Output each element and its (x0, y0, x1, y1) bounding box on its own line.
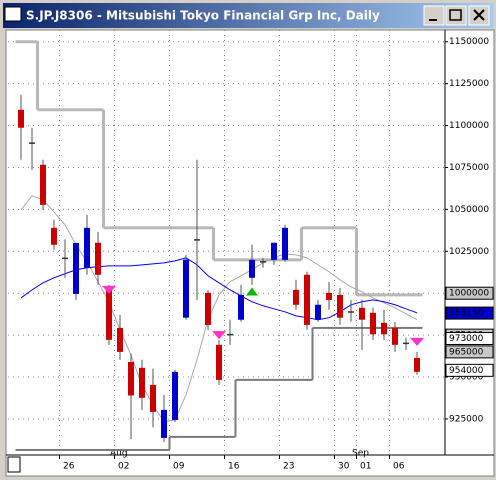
chart-panel (5, 29, 495, 477)
candle-body (216, 344, 222, 380)
minimize-button[interactable] (423, 5, 445, 26)
candle-body (326, 292, 332, 300)
candle-body (40, 164, 46, 205)
y-tick-label: 1125000 (449, 79, 489, 89)
y-tick-label: 950000 (449, 373, 484, 383)
candle-body (282, 227, 288, 260)
x-tick-label: 30 (338, 462, 350, 472)
candle-body (205, 292, 211, 325)
candle-body (150, 384, 156, 412)
candle-body (238, 294, 244, 320)
y-tick-label: 1150000 (449, 37, 489, 47)
month-label: Sep (352, 449, 369, 459)
price-label: 965000 (449, 347, 484, 357)
maximize-button[interactable] (445, 5, 467, 26)
candle-body (183, 259, 189, 318)
maximize-icon (449, 9, 462, 21)
candle-body (304, 274, 310, 325)
candle-body (128, 361, 134, 396)
price-label-box (445, 331, 494, 345)
candle-body (370, 312, 376, 335)
candle-body (139, 367, 145, 398)
title-bar (3, 3, 493, 28)
candle-body (18, 109, 24, 128)
price-label: 973000 (449, 334, 484, 344)
window-buttons (423, 5, 490, 26)
x-tick-label: 01 (360, 462, 371, 472)
signal-marker (246, 287, 258, 296)
signal-marker (212, 331, 226, 340)
candle-body (271, 242, 277, 260)
candle-body (249, 259, 255, 278)
candle-body (381, 322, 387, 335)
candle-body (315, 304, 321, 320)
price-label: 954000 (449, 366, 484, 376)
candle-body (161, 409, 167, 438)
month-label: Aug (110, 449, 128, 459)
plot: 9250009500009750001000000102500010500001… (8, 30, 494, 472)
x-tick-label: 23 (283, 462, 294, 472)
candle-body (172, 371, 178, 420)
price-label-box (445, 363, 494, 377)
candle-body (84, 227, 90, 268)
y-tick-label: 1025000 (449, 247, 489, 257)
signal-marker (410, 337, 424, 346)
candle-body (414, 357, 420, 372)
x-tick-label: 09 (173, 462, 185, 472)
candle-body (106, 289, 112, 340)
candle-body (95, 242, 101, 275)
y-tick-label: 925000 (449, 414, 484, 424)
candle-body (293, 289, 299, 305)
price-label-box (445, 345, 494, 359)
x-tick-label: 06 (393, 462, 405, 472)
price-label-box (445, 286, 494, 300)
scroll-box[interactable] (7, 456, 21, 473)
x-tick-label: 16 (228, 462, 240, 472)
y-tick-label: 1100000 (449, 121, 489, 131)
candle-body (337, 294, 343, 318)
x-tick-label: 26 (63, 462, 75, 472)
y-tick-label: 1050000 (449, 205, 489, 215)
candle-body (117, 327, 123, 352)
candle-body (51, 227, 57, 245)
window-title: S.JP.J8306 - Mitsubishi Tokyo Financial … (26, 9, 380, 23)
candle-body (73, 242, 79, 294)
close-icon (473, 9, 485, 21)
price-label-box (445, 306, 494, 320)
y-tick-label: 1075000 (449, 163, 489, 173)
candle-body (392, 327, 398, 345)
signal-marker (102, 285, 116, 294)
price-label: 1000000 (449, 289, 489, 299)
price-label: 988150 (449, 309, 484, 319)
x-tick-label: 02 (118, 462, 129, 472)
app-icon (4, 6, 22, 22)
candle-body (359, 307, 365, 320)
